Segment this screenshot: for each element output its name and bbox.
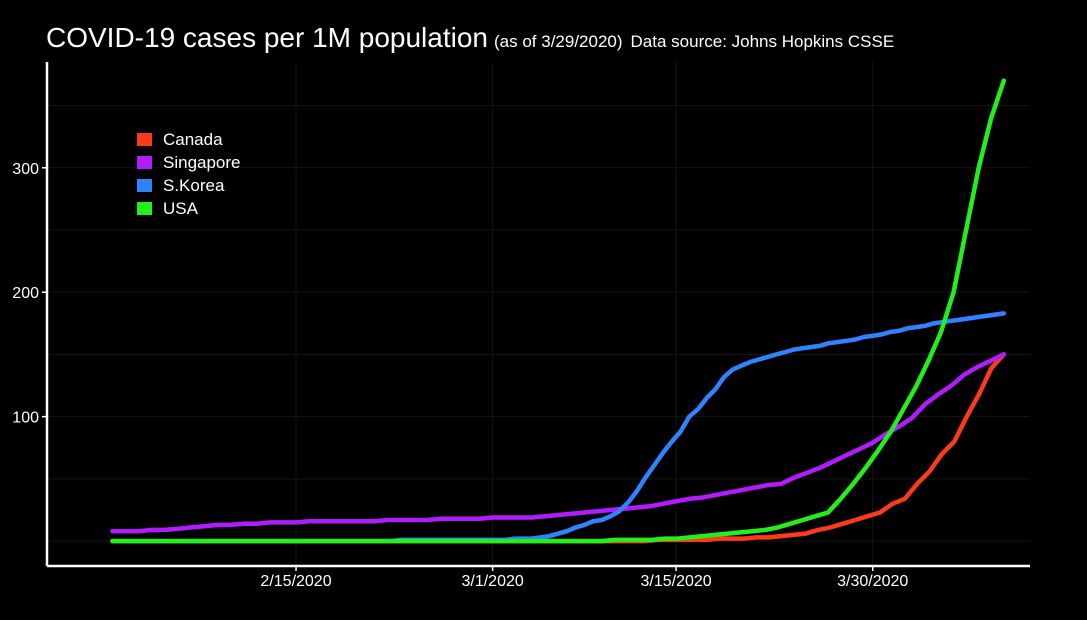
x-tick-label: 3/1/2020 bbox=[461, 573, 523, 590]
chart-title: COVID-19 cases per 1M population bbox=[46, 22, 488, 53]
legend-label-canada: Canada bbox=[163, 130, 223, 149]
legend-swatch-usa bbox=[137, 202, 152, 215]
legend-label-skorea: S.Korea bbox=[163, 176, 225, 195]
y-tick-label: 200 bbox=[12, 285, 39, 302]
legend-swatch-canada bbox=[137, 133, 152, 146]
chart-legend: Canada Singapore S.Korea USA bbox=[137, 130, 241, 218]
x-tick-label: 3/30/2020 bbox=[837, 573, 908, 590]
legend-label-usa: USA bbox=[163, 199, 199, 218]
series-layer bbox=[110, 78, 1007, 544]
chart-title-row: COVID-19 cases per 1M population (as of 3… bbox=[46, 22, 894, 54]
legend-label-singapore: Singapore bbox=[163, 153, 241, 172]
x-tick-label: 3/15/2020 bbox=[641, 573, 712, 590]
legend-swatch-skorea bbox=[137, 179, 152, 192]
series-line-usa bbox=[110, 78, 1007, 544]
axes-layer bbox=[45, 62, 1030, 568]
data-source-label: Data source: Johns Hopkins CSSE bbox=[630, 32, 895, 51]
chart-subtitle: (as of 3/29/2020) bbox=[494, 32, 623, 51]
legend-swatch-singapore bbox=[137, 156, 152, 169]
x-tick-label: 2/15/2020 bbox=[260, 573, 331, 590]
y-tick-label: 300 bbox=[12, 161, 39, 178]
tick-layer: 100 200 300 2/15/2020 3/1/2020 3/15/2020 3/30/… bbox=[12, 161, 908, 590]
y-tick-label: 100 bbox=[12, 410, 39, 427]
series-line-singapore bbox=[110, 352, 1007, 534]
series-line-skorea bbox=[110, 311, 1007, 544]
